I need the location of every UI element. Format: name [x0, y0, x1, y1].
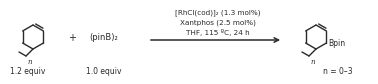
- Text: 1.2 equiv: 1.2 equiv: [10, 67, 46, 76]
- Text: n: n: [28, 58, 32, 66]
- Text: [RhCl(cod)]₂ (1.3 mol%): [RhCl(cod)]₂ (1.3 mol%): [175, 9, 260, 16]
- Text: THF, 115 ºC, 24 h: THF, 115 ºC, 24 h: [186, 29, 249, 36]
- Text: n = 0–3: n = 0–3: [323, 67, 353, 76]
- Text: (pinB)₂: (pinB)₂: [90, 34, 118, 43]
- Text: 1.0 equiv: 1.0 equiv: [86, 67, 122, 76]
- Text: Bpin: Bpin: [328, 39, 345, 48]
- Text: +: +: [68, 33, 76, 43]
- Text: Xantphos (2.5 mol%): Xantphos (2.5 mol%): [180, 19, 256, 26]
- Text: n: n: [310, 58, 315, 66]
